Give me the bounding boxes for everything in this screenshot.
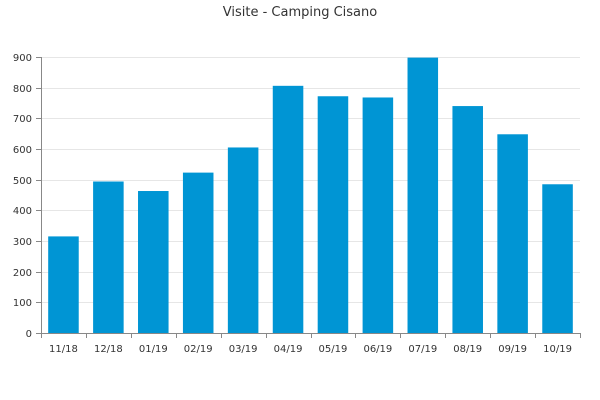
bar-03-19	[227, 147, 259, 333]
x-tick-label: 03/19	[229, 344, 258, 355]
bar-04-19	[272, 85, 304, 334]
bar-07-19	[407, 57, 439, 333]
y-tick-label: 300	[13, 237, 32, 248]
x-tick-label: 09/19	[498, 344, 527, 355]
y-tick-label: 700	[13, 114, 32, 125]
x-tick-label: 07/19	[408, 344, 437, 355]
x-tick-label: 12/18	[94, 344, 123, 355]
y-tick-label: 900	[13, 53, 32, 64]
bar-08-19	[452, 106, 483, 333]
x-tick-label: 02/19	[184, 344, 213, 355]
x-tick-label: 11/18	[49, 344, 78, 355]
axes	[36, 57, 581, 338]
grid-lines	[41, 57, 580, 303]
x-tick-label: 10/19	[543, 344, 572, 355]
y-tick-label: 200	[13, 268, 32, 279]
x-tick-label: 06/19	[363, 344, 392, 355]
bar-02-19	[182, 172, 214, 333]
y-tick-label: 100	[13, 298, 32, 309]
x-tick-label: 08/19	[453, 344, 482, 355]
bar-11-18	[48, 236, 79, 333]
x-tick-label: 05/19	[319, 344, 348, 355]
x-tick-label: 01/19	[139, 344, 168, 355]
y-tick-label: 500	[13, 176, 32, 187]
y-tick-label: 800	[13, 84, 32, 95]
bar-09-19	[497, 134, 528, 333]
bar-12-18	[93, 181, 124, 333]
bar-06-19	[362, 97, 394, 333]
bar-10-19	[542, 184, 573, 333]
bar-05-19	[317, 96, 349, 334]
bar-01-19	[138, 191, 169, 333]
x-tick-label: 04/19	[274, 344, 303, 355]
y-tick-labels: 0 100 200 300 400 500 600 700 800 900	[13, 53, 32, 340]
chart-title: Visite - Camping Cisano	[223, 5, 378, 20]
y-tick-label: 0	[26, 329, 32, 340]
bars	[48, 57, 573, 334]
y-tick-label: 600	[13, 145, 32, 156]
y-tick-label: 400	[13, 206, 32, 217]
x-tick-labels: 11/18 12/18 01/19 02/19 03/19 04/19 05/19 06/19…	[49, 344, 572, 355]
